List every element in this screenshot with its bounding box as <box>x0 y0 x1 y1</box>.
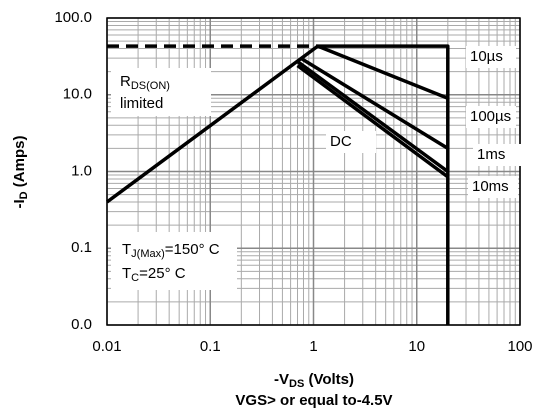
x-axis-title: -VDS (Volts) <box>274 371 354 390</box>
footnote: VGS> or equal to-4.5V <box>235 392 392 409</box>
x-tick-label: 10 <box>408 338 425 355</box>
series-label-bg <box>466 46 516 68</box>
series-line <box>296 64 449 179</box>
series-label-bg <box>466 106 516 128</box>
rds-annotation-line2: limited <box>120 95 163 112</box>
series-label-bg <box>473 144 523 166</box>
plot-border <box>106 17 521 326</box>
rds-annotation: RDS(ON) <box>120 73 170 92</box>
y-axis-title: -ID (Amps) <box>11 136 30 209</box>
x-tick-label: 100 <box>507 338 532 355</box>
rds-box <box>111 68 211 116</box>
x-tick-label: 0.1 <box>200 338 221 355</box>
tj-annotation: TJ(Max)=150° C <box>122 241 220 260</box>
series-label: 10ms <box>472 178 509 195</box>
y-tick-label: 10.0 <box>63 86 92 103</box>
lines <box>105 44 450 325</box>
series-line <box>105 44 450 325</box>
y-tick-label: 0.0 <box>71 316 92 333</box>
y-tick-label: 100.0 <box>54 9 92 26</box>
x-tick-label: 0.01 <box>92 338 121 355</box>
y-tick-label: 1.0 <box>71 162 92 179</box>
series-line <box>299 56 449 150</box>
tc-annotation: TC=25° C <box>122 265 186 284</box>
y-tick-label: 0.1 <box>71 239 92 256</box>
temp-box <box>111 232 237 290</box>
series-label: DC <box>330 133 352 150</box>
x-tick-label: 1 <box>309 338 317 355</box>
series-label-bg <box>468 176 518 198</box>
series-label: 1ms <box>477 146 505 163</box>
series-label: 10µs <box>470 48 503 65</box>
series-line <box>317 44 449 100</box>
series-line <box>296 60 449 173</box>
series-label-bg <box>326 131 376 153</box>
series-label: 100µs <box>470 108 511 125</box>
